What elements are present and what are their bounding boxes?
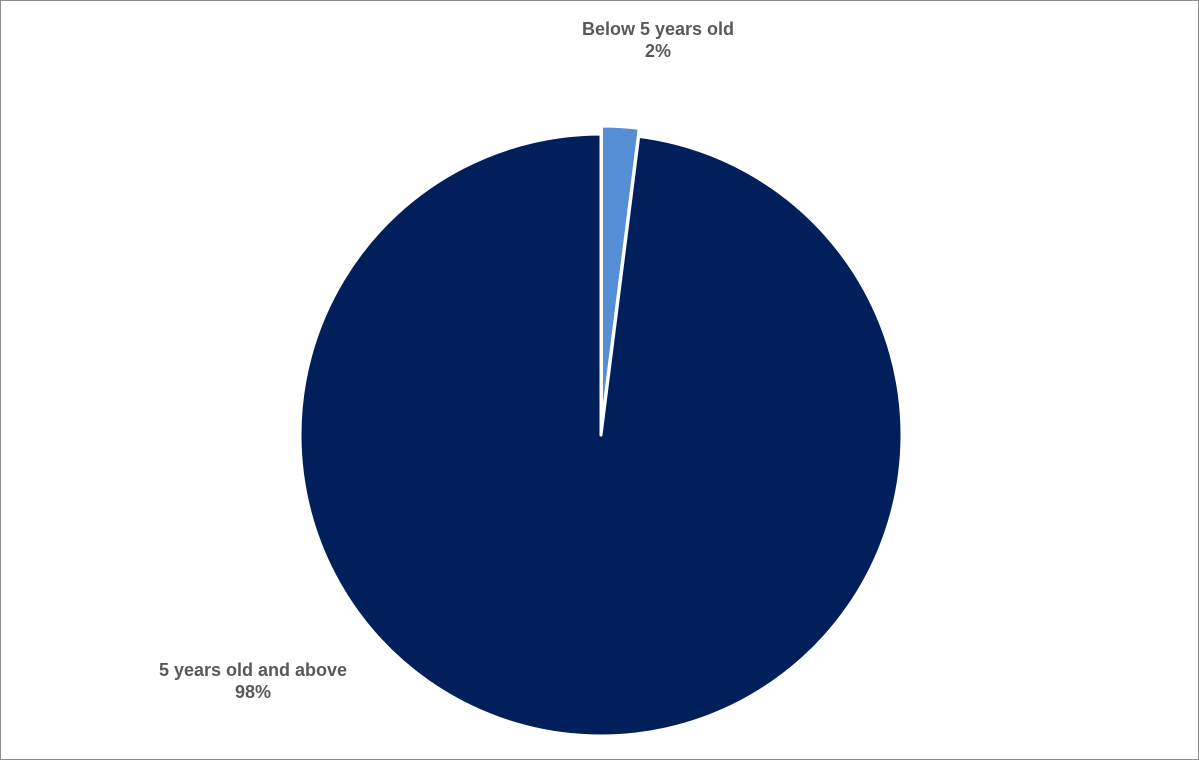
pie-slices <box>298 124 904 738</box>
data-label-below-5: Below 5 years old 2% <box>550 18 766 62</box>
data-label-5-and-above: 5 years old and above 98% <box>115 659 391 703</box>
data-label-below-5-category: Below 5 years old <box>581 19 735 39</box>
data-label-5-and-above-percent: 98% <box>234 682 272 702</box>
data-label-below-5-percent: 2% <box>644 41 671 61</box>
pie-slice-5-and-above <box>298 132 904 738</box>
data-label-5-and-above-category: 5 years old and above <box>158 660 348 680</box>
